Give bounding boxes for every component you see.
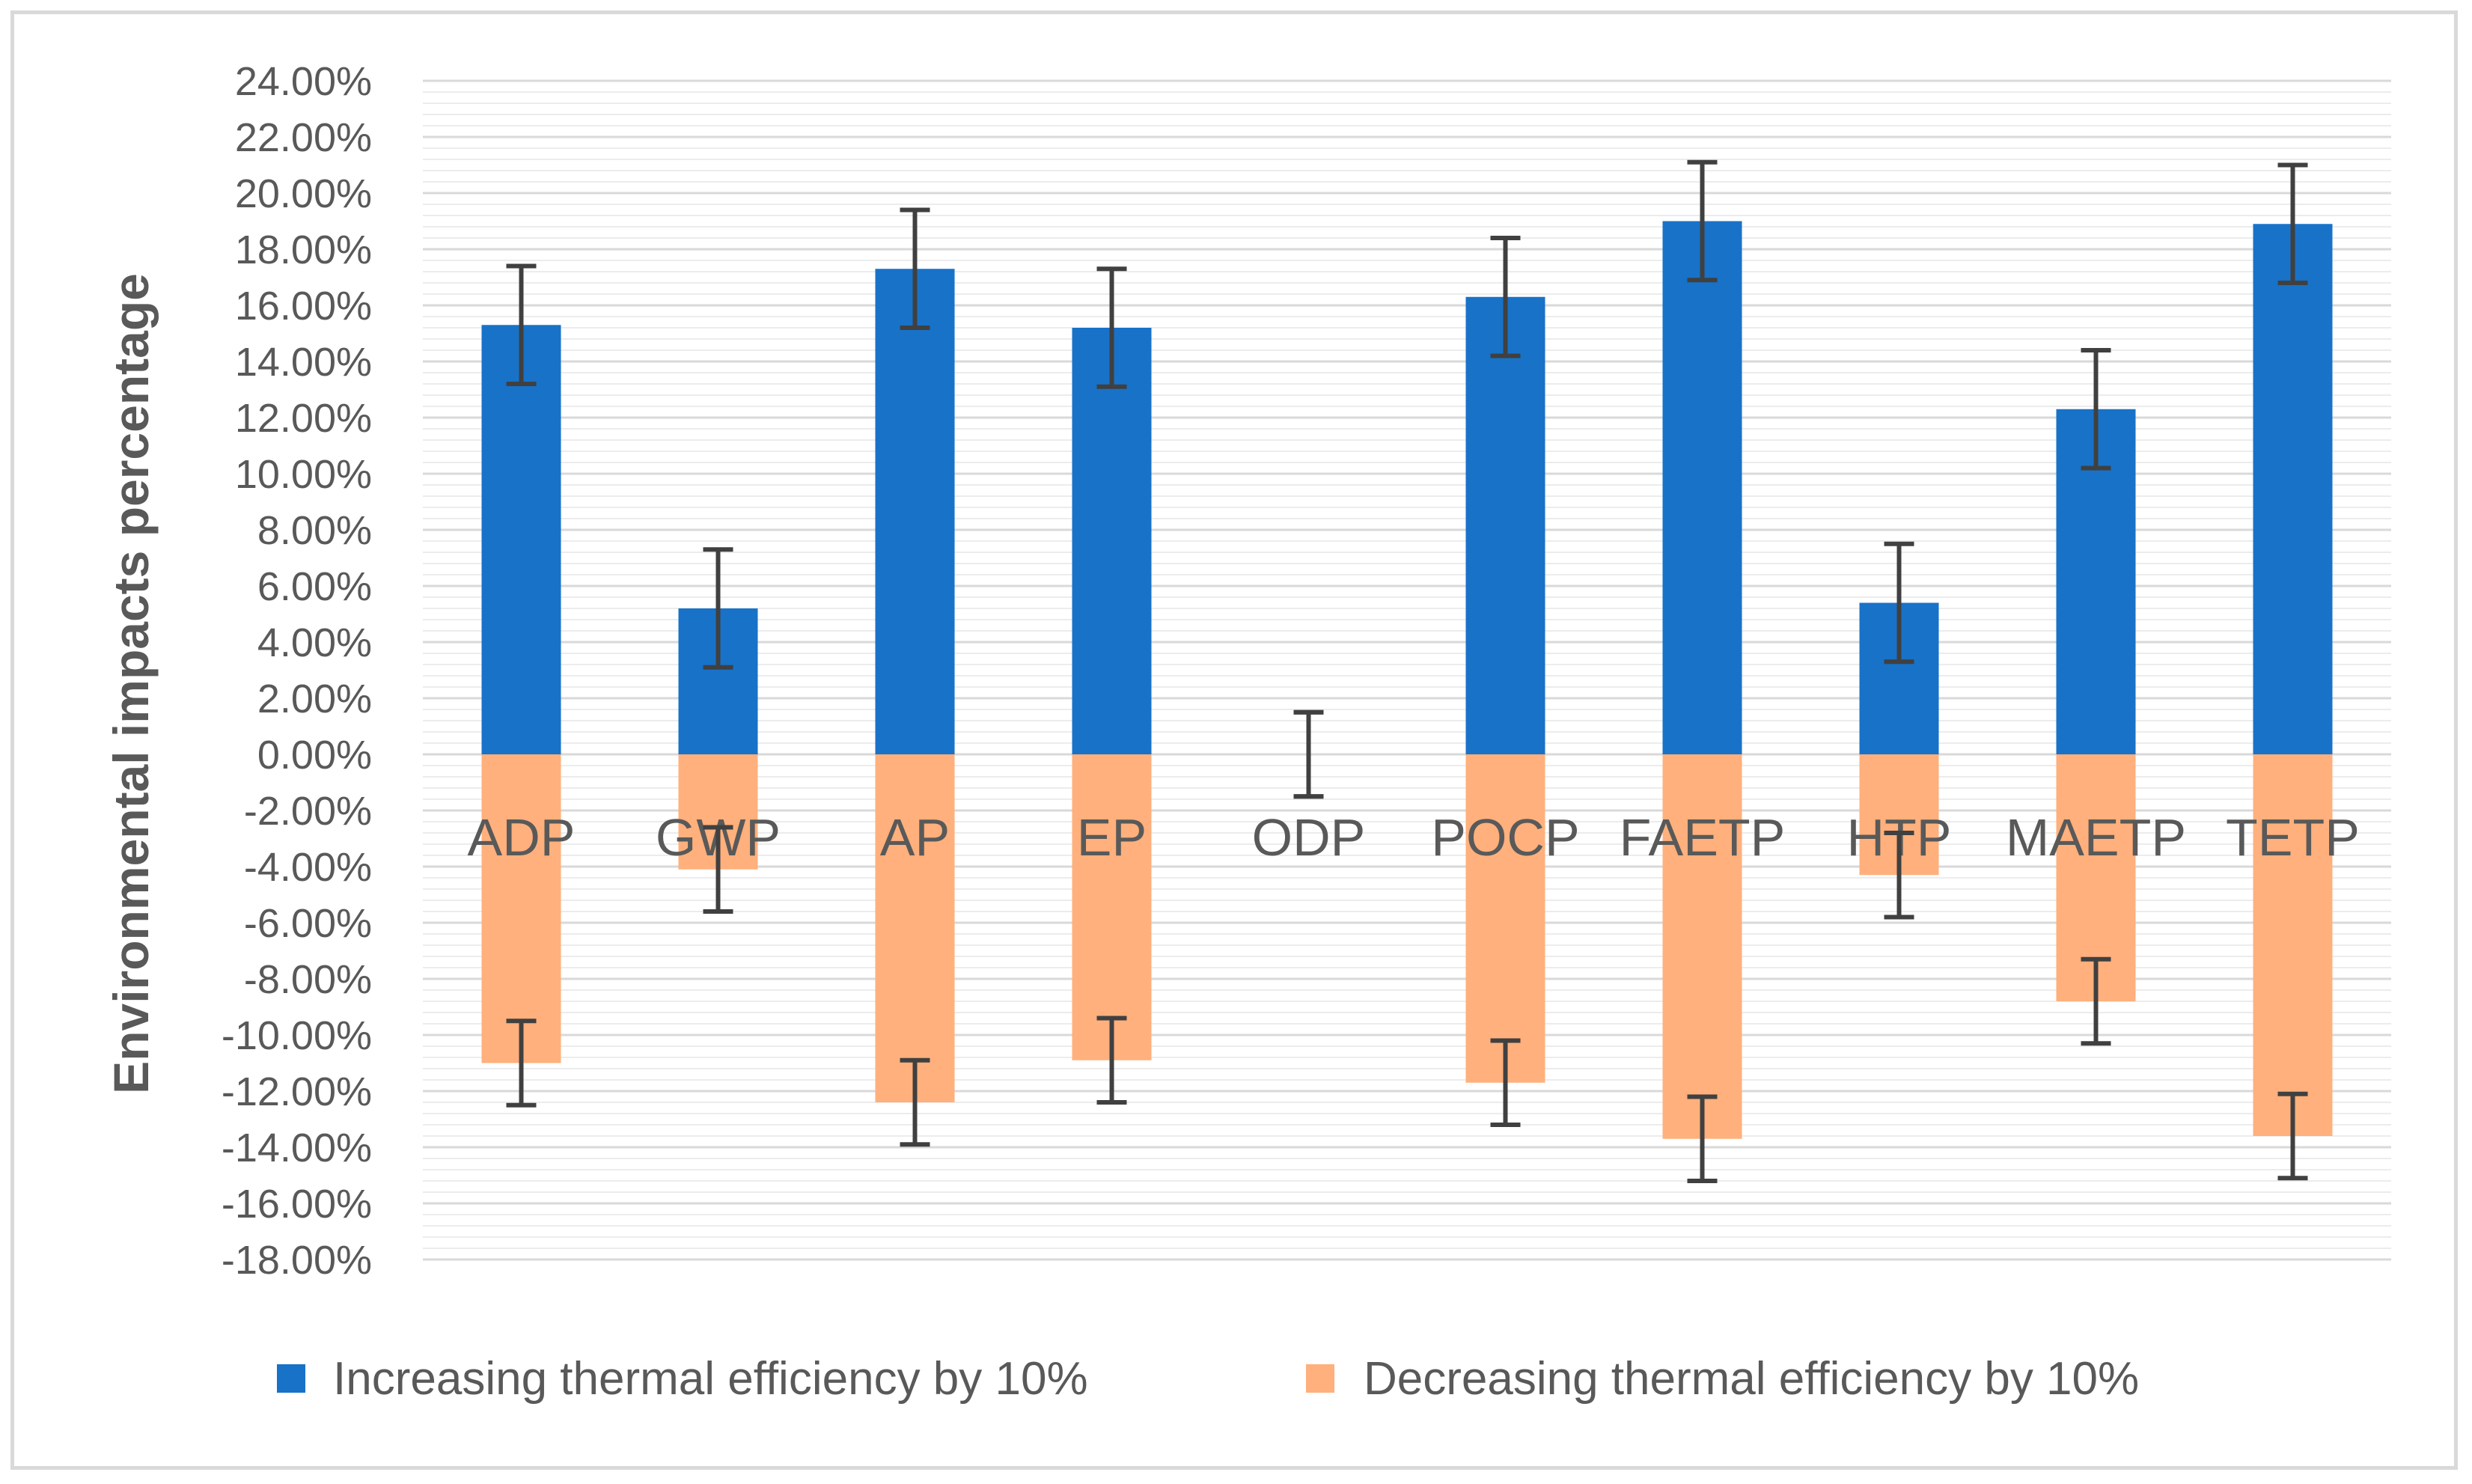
category-label: POCP — [1431, 808, 1579, 867]
bar-increasing-ap — [875, 269, 955, 754]
y-tick-label: -14.00% — [222, 1126, 372, 1170]
legend: Increasing thermal efficiency by 10% Dec… — [277, 1353, 2139, 1405]
y-tick-label: 24.00% — [235, 59, 372, 104]
category-label: ODP — [1252, 808, 1366, 867]
bar-increasing-tetp — [2253, 224, 2333, 754]
y-tick-label: 4.00% — [257, 620, 372, 665]
legend-label-increasing: Increasing thermal efficiency by 10% — [333, 1353, 1088, 1405]
error-bar — [2081, 956, 2111, 1046]
bar-decreasing-ap — [875, 754, 955, 1102]
error-bar — [900, 1057, 930, 1147]
error-bar — [1293, 709, 1324, 799]
y-tick-label: -6.00% — [244, 901, 372, 946]
y-tick-label: 16.00% — [235, 284, 372, 329]
bar-increasing-ep — [1072, 328, 1152, 754]
error-bar — [506, 263, 537, 386]
category-labels: ADP GWP AP EP ODP POCP FAETP HTP MAETP TETP — [468, 808, 2360, 867]
y-axis-title: Environmental impacts percentage — [103, 273, 159, 1094]
bar-decreasing-pocp — [1465, 754, 1545, 1083]
error-bars — [506, 159, 2308, 1183]
error-bar — [1687, 159, 1718, 283]
error-bar — [506, 1019, 537, 1108]
legend-swatch-increasing — [277, 1364, 305, 1393]
bar-decreasing-faetp — [1662, 754, 1742, 1139]
category-label: AP — [880, 808, 950, 867]
y-tick-label: 14.00% — [235, 340, 372, 385]
y-tick-label: 20.00% — [235, 171, 372, 216]
error-bar — [1687, 1094, 1718, 1183]
y-tick-label: -16.00% — [222, 1182, 372, 1227]
y-tick-label: -4.00% — [244, 845, 372, 890]
category-label: FAETP — [1620, 808, 1786, 867]
y-tick-label: 12.00% — [235, 396, 372, 441]
y-tick-labels: -18.00% -16.00% -14.00% -12.00% -10.00% -8.00… — [222, 59, 372, 1283]
bar-decreasing-adp — [481, 754, 561, 1063]
error-bar — [1884, 831, 1914, 920]
y-tick-label: -18.00% — [222, 1238, 372, 1283]
error-bar — [703, 547, 733, 670]
y-tick-label: 22.00% — [235, 115, 372, 160]
y-tick-label: -10.00% — [222, 1013, 372, 1058]
legend-swatch-decreasing — [1306, 1364, 1334, 1393]
error-bar — [2277, 1091, 2308, 1181]
category-label: MAETP — [2006, 808, 2186, 867]
error-bar — [1884, 541, 1914, 665]
category-label: ADP — [468, 808, 576, 867]
category-label: TETP — [2226, 808, 2360, 867]
y-tick-label: -12.00% — [222, 1069, 372, 1114]
error-bar — [1490, 236, 1521, 358]
error-bar — [703, 825, 733, 914]
error-bar — [1490, 1038, 1521, 1127]
error-bar — [900, 207, 930, 330]
y-tick-label: 18.00% — [235, 228, 372, 272]
bar-decreasing-ep — [1072, 754, 1152, 1060]
category-label: EP — [1077, 808, 1147, 867]
y-tick-label: 2.00% — [257, 677, 372, 721]
y-tick-label: -8.00% — [244, 957, 372, 1002]
y-tick-label: 6.00% — [257, 564, 372, 609]
bar-increasing-faetp — [1662, 221, 1742, 754]
bar-increasing-adp — [481, 325, 561, 754]
y-tick-label: 0.00% — [257, 733, 372, 778]
error-bar — [2081, 348, 2111, 471]
error-bar — [1096, 266, 1127, 389]
error-bar — [2277, 162, 2308, 285]
y-tick-label: 8.00% — [257, 508, 372, 553]
legend-label-decreasing: Decreasing thermal efficiency by 10% — [1364, 1353, 2139, 1405]
bar-decreasing-tetp — [2253, 754, 2333, 1136]
bar-increasing-pocp — [1465, 296, 1545, 754]
y-tick-label: -2.00% — [244, 789, 372, 834]
y-tick-label: 10.00% — [235, 452, 372, 497]
error-bar — [1096, 1016, 1127, 1105]
bars — [481, 221, 2333, 1139]
